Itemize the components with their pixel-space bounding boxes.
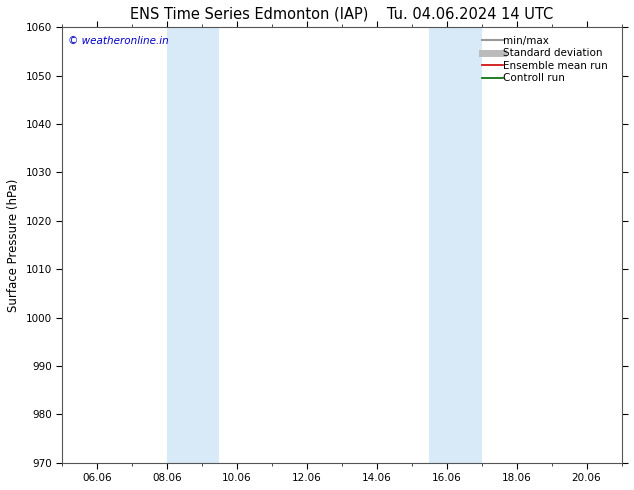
Bar [429,27,482,463]
Title: ENS Time Series Edmonton (IAP)    Tu. 04.06.2024 14 UTC: ENS Time Series Edmonton (IAP) Tu. 04.06… [130,7,553,22]
Y-axis label: Surface Pressure (hPa): Surface Pressure (hPa) [7,178,20,312]
Legend: min/max, Standard deviation, Ensemble mean run, Controll run: min/max, Standard deviation, Ensemble me… [479,32,616,87]
Text: © weatheronline.in: © weatheronline.in [68,36,169,46]
Bar [167,27,219,463]
